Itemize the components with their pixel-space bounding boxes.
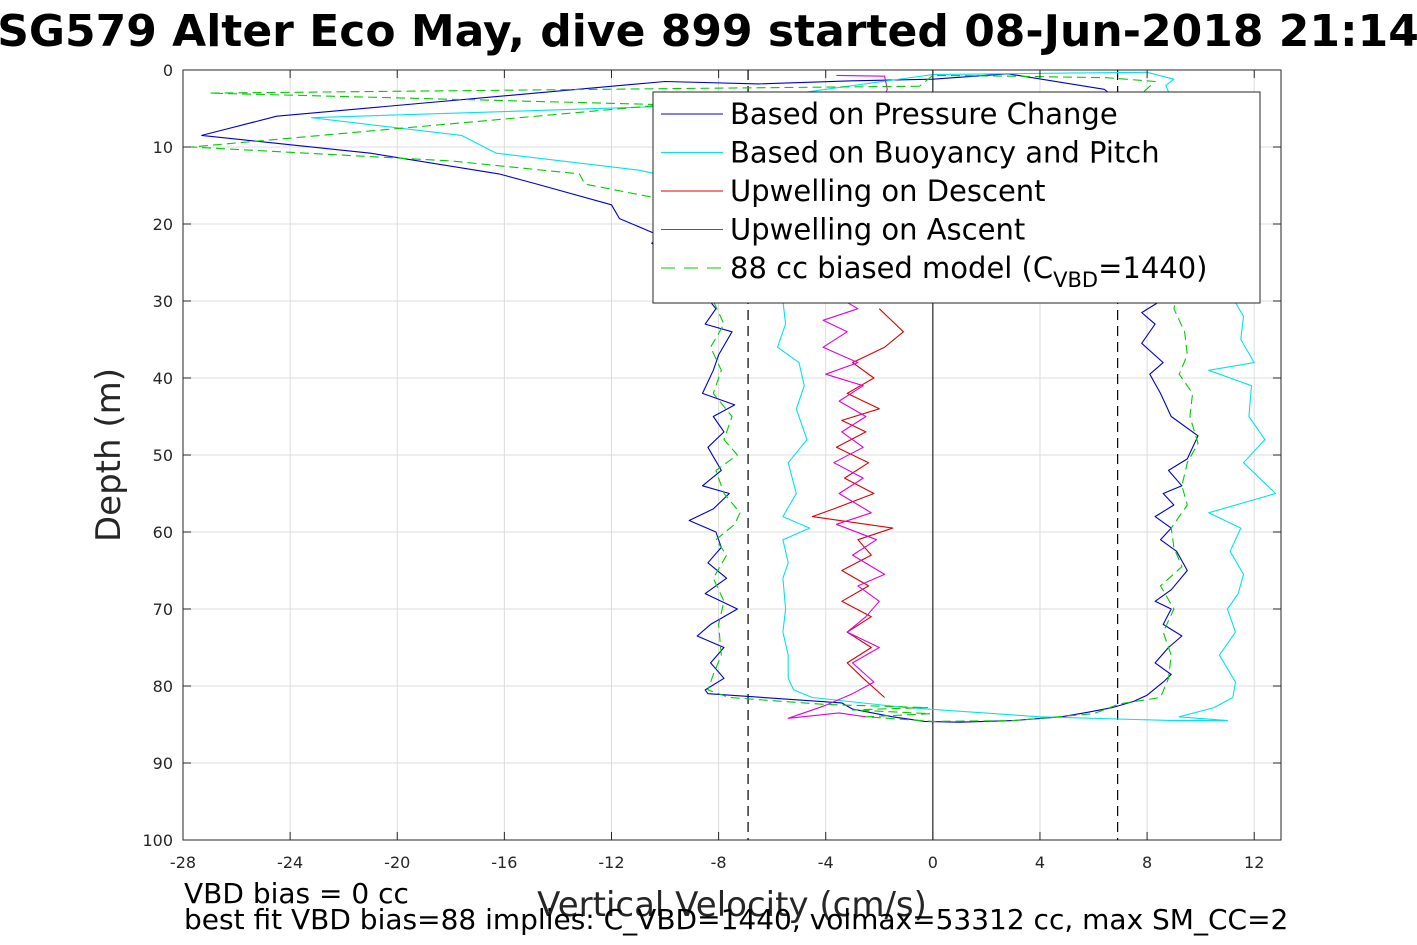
x-tick-label: -8 — [711, 853, 727, 872]
legend-box — [652, 91, 1261, 304]
legend-label-1: Based on Buoyancy and Pitch — [730, 136, 1160, 170]
y-tick-label: 20 — [153, 215, 173, 234]
y-tick-label: 100 — [142, 831, 173, 850]
x-tick-label: 0 — [928, 853, 938, 872]
y-tick-label: 70 — [153, 600, 173, 619]
y-tick-label: 60 — [153, 523, 173, 542]
y-tick-label: 0 — [163, 61, 173, 80]
footer-best-fit: best fit VBD bias=88 implies: C_VBD=1440… — [184, 903, 1288, 936]
y-tick-label: 50 — [153, 446, 173, 465]
tick-labels: -28 -24 -20 -16 -12 -8 -4 0 4 8 12 0 10 20 30 40 50 60 70 8… — [142, 61, 1281, 872]
legend-entries: Based on Pressure Change Based on Buoyanc… — [661, 97, 1208, 292]
chart-title: SG579 Alter Eco May, dive 899 started 08… — [0, 6, 1417, 57]
x-tick-label: 8 — [1142, 853, 1152, 872]
y-tick-label: 30 — [153, 292, 173, 311]
legend-label-2: Upwelling on Descent — [730, 174, 1046, 208]
x-tick-label: -4 — [818, 853, 834, 872]
x-tick-label: -16 — [491, 853, 517, 872]
x-axis-label: Vertical Velocity (cm/s) — [537, 885, 927, 925]
y-tick-label: 90 — [153, 754, 173, 773]
y-axis-label: Depth (m) — [89, 368, 129, 542]
legend: Based on Pressure Change Based on Buoyanc… — [652, 91, 1261, 304]
x-tick-label: -12 — [598, 853, 624, 872]
footer-vbd-bias: VBD bias = 0 cc — [184, 877, 409, 910]
x-tick-label: 12 — [1244, 853, 1264, 872]
x-tick-label: -20 — [384, 853, 410, 872]
series-line-2 — [811, 308, 904, 698]
y-tick-label: 40 — [153, 369, 173, 388]
y-tick-label: 10 — [153, 138, 173, 157]
legend-label-3: Upwelling on Ascent — [730, 213, 1025, 247]
x-tick-label: -24 — [277, 853, 303, 872]
y-tick-label: 80 — [153, 677, 173, 696]
legend-label-4: 88 cc biased model (CVBD=1440) — [730, 251, 1208, 292]
x-tick-label: -28 — [170, 853, 196, 872]
x-tick-label: 4 — [1035, 853, 1045, 872]
legend-label-0: Based on Pressure Change — [730, 97, 1118, 131]
